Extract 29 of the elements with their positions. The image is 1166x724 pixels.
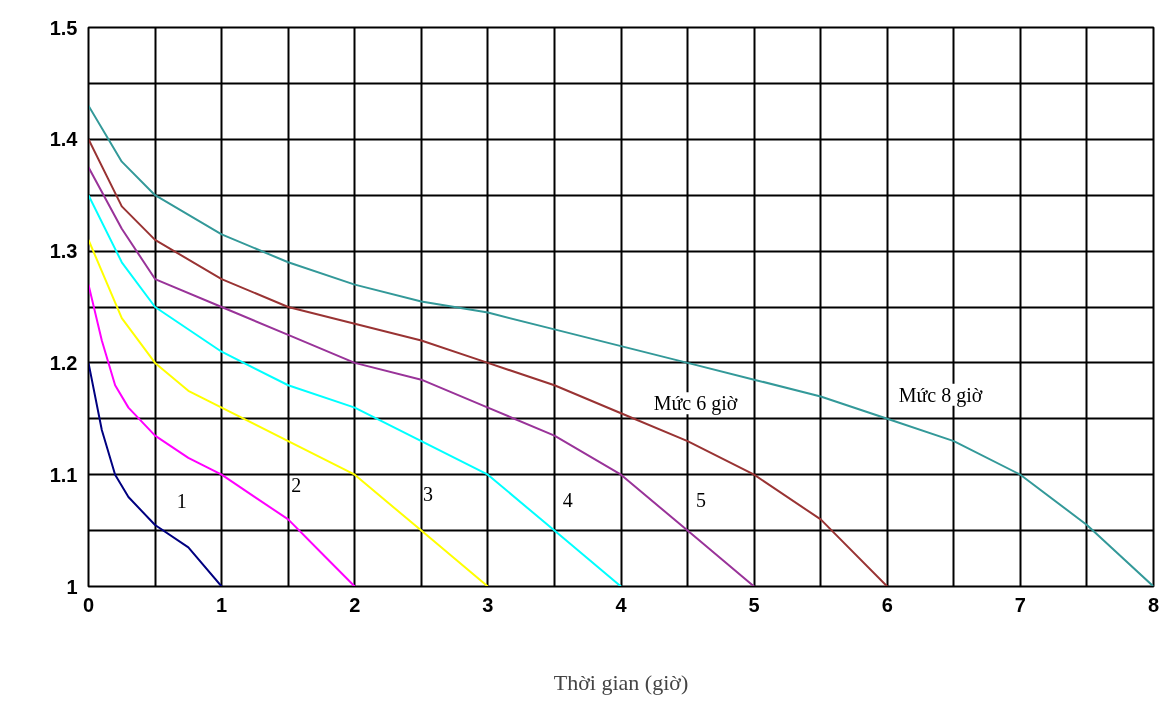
x-tick-label: 4 [615,593,628,616]
series-label: 2 [291,474,302,497]
x-tick-label: 3 [482,593,494,616]
series-label: Mức 6 giờ [653,392,738,416]
x-tick-label: 1 [216,593,228,616]
series-label: Mức 8 giờ [898,383,983,407]
y-tick-label: 1.4 [49,128,79,151]
series-label: 4 [562,488,573,511]
line-series [88,166,756,587]
line-series [88,361,223,587]
line-series [88,194,622,587]
x-tick-label: 7 [1014,593,1026,616]
y-tick-label: 1.5 [49,16,78,39]
line-series [88,138,889,587]
y-tick-label: 1 [66,575,78,598]
x-tick-label: 2 [349,593,361,616]
x-axis-title: Thời gian (giờ) [553,669,689,695]
series-label: 1 [176,489,187,512]
x-tick-label: 6 [881,593,893,616]
line-series [88,283,356,587]
x-tick-label: 5 [748,593,760,616]
line-series [88,238,489,587]
series-label: 5 [695,488,706,511]
y-tick-label: 1.2 [49,351,78,374]
x-tick-label: 8 [1147,593,1160,616]
y-tick-label: 1.3 [49,240,78,263]
y-tick-label: 1.1 [49,463,78,486]
series-label: 3 [422,483,433,506]
x-tick-label: 0 [82,593,95,616]
